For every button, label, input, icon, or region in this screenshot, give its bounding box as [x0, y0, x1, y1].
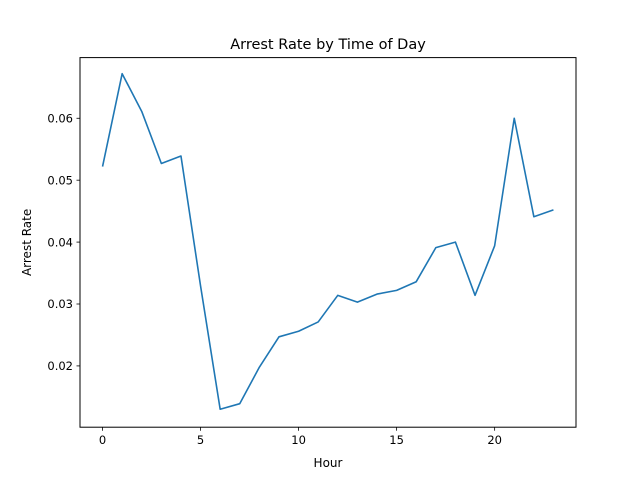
- x-axis-label: Hour: [314, 456, 343, 470]
- x-tick-label: 20: [487, 433, 502, 447]
- series-line-0: [101, 72, 554, 411]
- y-tick-label: 0.05: [47, 173, 73, 187]
- y-tick-label: 0.03: [47, 297, 73, 311]
- y-axis-label: Arrest Rate: [20, 209, 34, 276]
- x-tick-label: 10: [291, 433, 306, 447]
- x-tick-label: 5: [197, 433, 204, 447]
- chart-title: Arrest Rate by Time of Day: [230, 37, 426, 53]
- y-tick-label: 0.04: [47, 235, 73, 249]
- y-tick-label: 0.06: [47, 111, 73, 125]
- axes: 0 5 10 15 20 0.02 0.03 0.04 0.05 0.06: [47, 111, 502, 447]
- y-tick-label: 0.02: [47, 359, 73, 373]
- plot-frame: [79, 57, 577, 428]
- x-tick-label: 15: [389, 433, 404, 447]
- data-layer: [101, 72, 554, 411]
- x-tick-label: 0: [99, 433, 106, 447]
